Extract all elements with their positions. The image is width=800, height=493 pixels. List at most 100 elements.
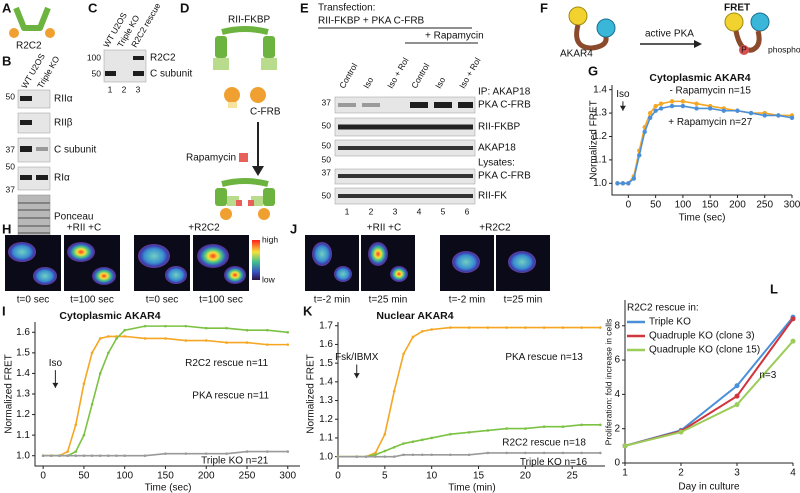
data-point xyxy=(402,442,405,445)
data-point xyxy=(123,454,126,458)
data-point xyxy=(790,338,796,344)
panel-e: E Transfection: RII-FKBP + PKA C-FRB + R… xyxy=(300,0,531,216)
panel-e-text: RII-FKBP xyxy=(478,122,521,133)
panel-b-text: C subunit xyxy=(54,145,96,156)
panel-h-text: t=0 sec xyxy=(17,295,50,306)
panel-b-rect xyxy=(20,146,32,152)
panel-b-text: RIIα xyxy=(54,94,73,105)
panel-b-rect xyxy=(20,96,32,101)
panel-e-text: 2 xyxy=(369,206,374,216)
panel-j-ellipse xyxy=(390,266,408,282)
data-point xyxy=(776,113,781,118)
data-point xyxy=(467,326,471,329)
panel-letter: I xyxy=(2,303,6,318)
data-point xyxy=(374,455,377,458)
panel-j-ellipse xyxy=(334,266,352,282)
series-label: R2C2 rescue n=18 xyxy=(502,437,586,448)
data-point xyxy=(383,432,387,436)
panel-d-rect xyxy=(239,153,248,162)
data-point xyxy=(505,451,508,455)
data-point xyxy=(449,432,452,436)
data-point xyxy=(374,453,377,457)
data-point xyxy=(642,129,647,135)
panel-b-rect xyxy=(17,112,51,134)
data-point xyxy=(82,433,86,437)
data-point xyxy=(184,324,188,328)
data-point xyxy=(143,324,147,328)
x-tick-label: 150 xyxy=(157,471,174,482)
panel-j-ellipse xyxy=(452,251,480,273)
y-tick-label: 8 xyxy=(614,320,620,331)
panel-e-text: Transfection: xyxy=(318,3,375,14)
data-point xyxy=(411,453,415,457)
panel-letter: L xyxy=(770,281,778,296)
panel-c-text: C xyxy=(88,0,98,15)
data-point xyxy=(266,450,269,453)
panel-j-rect xyxy=(305,235,359,291)
panel-j-rect xyxy=(361,235,415,291)
data-point xyxy=(123,328,126,332)
panel-j-text: +RII +C xyxy=(367,223,401,234)
data-point xyxy=(580,451,583,455)
data-point xyxy=(115,454,118,458)
panel-e-text: Control xyxy=(337,61,359,90)
y-tick-label: 1.3 xyxy=(593,108,607,119)
panel-d-text: RII-FKBP xyxy=(228,15,271,26)
panel-e-text: 6 xyxy=(465,206,470,216)
panel-d-rect xyxy=(261,58,277,70)
panel-e-text: 5 xyxy=(441,206,446,216)
data-point xyxy=(123,335,126,338)
panel-f: F AKAR4 active PKA FRET P phospho-AKAR4 xyxy=(540,0,800,59)
panel-d-circle xyxy=(220,208,232,220)
data-point xyxy=(286,343,290,346)
panel-b-path xyxy=(18,202,50,234)
chart-title: Nuclear AKAR4 xyxy=(376,310,453,322)
panel-h-text: high xyxy=(262,234,278,244)
panel-d-rect xyxy=(215,36,227,58)
x-tick-label: 2 xyxy=(678,468,684,479)
x-tick-label: 150 xyxy=(702,200,719,211)
panel-f-circle xyxy=(739,45,749,55)
panel-f-path xyxy=(733,30,762,53)
data-point xyxy=(364,455,368,458)
axis xyxy=(34,322,300,467)
series-label: + Rapamycin n=27 xyxy=(668,117,752,128)
data-point xyxy=(658,101,664,106)
legend-label: Triple KO xyxy=(649,317,691,328)
axis xyxy=(611,85,792,196)
panel-b-rect xyxy=(20,175,32,180)
data-point xyxy=(653,103,658,109)
legend-label: Quadruple KO (clone 3) xyxy=(649,331,755,342)
panel-d-path xyxy=(252,166,264,176)
data-point xyxy=(430,328,433,331)
panel-e-text: 50 xyxy=(322,140,332,150)
panel-d-circle xyxy=(250,87,266,103)
data-point xyxy=(430,453,433,457)
panel-d-path xyxy=(221,178,269,187)
panel-e-text: Control xyxy=(409,61,431,90)
data-point xyxy=(115,337,118,340)
data-point xyxy=(620,181,626,186)
data-point xyxy=(599,326,602,329)
data-point xyxy=(561,451,565,455)
panel-e-text: RII-FK xyxy=(478,191,507,202)
y-tick-label: 1.5 xyxy=(319,358,333,369)
x-tick-label: 15 xyxy=(473,471,485,482)
data-point xyxy=(90,351,94,355)
panel-e-rect xyxy=(410,102,428,108)
data-point xyxy=(50,454,53,458)
y-tick-label: 1.6 xyxy=(16,327,30,338)
panel-b-rect xyxy=(17,89,51,109)
data-point xyxy=(637,153,642,158)
data-point xyxy=(486,429,490,432)
panel-c-text: 1 xyxy=(108,84,113,94)
data-point xyxy=(225,326,228,330)
data-point xyxy=(542,451,546,455)
data-point xyxy=(615,181,620,186)
panel-c-text: R2C2 xyxy=(150,53,176,64)
panel-e-text: Lysates: xyxy=(478,158,515,169)
panel-b-text: 37 xyxy=(6,184,16,194)
data-point xyxy=(707,106,713,111)
panel-h-text: H xyxy=(2,221,11,236)
